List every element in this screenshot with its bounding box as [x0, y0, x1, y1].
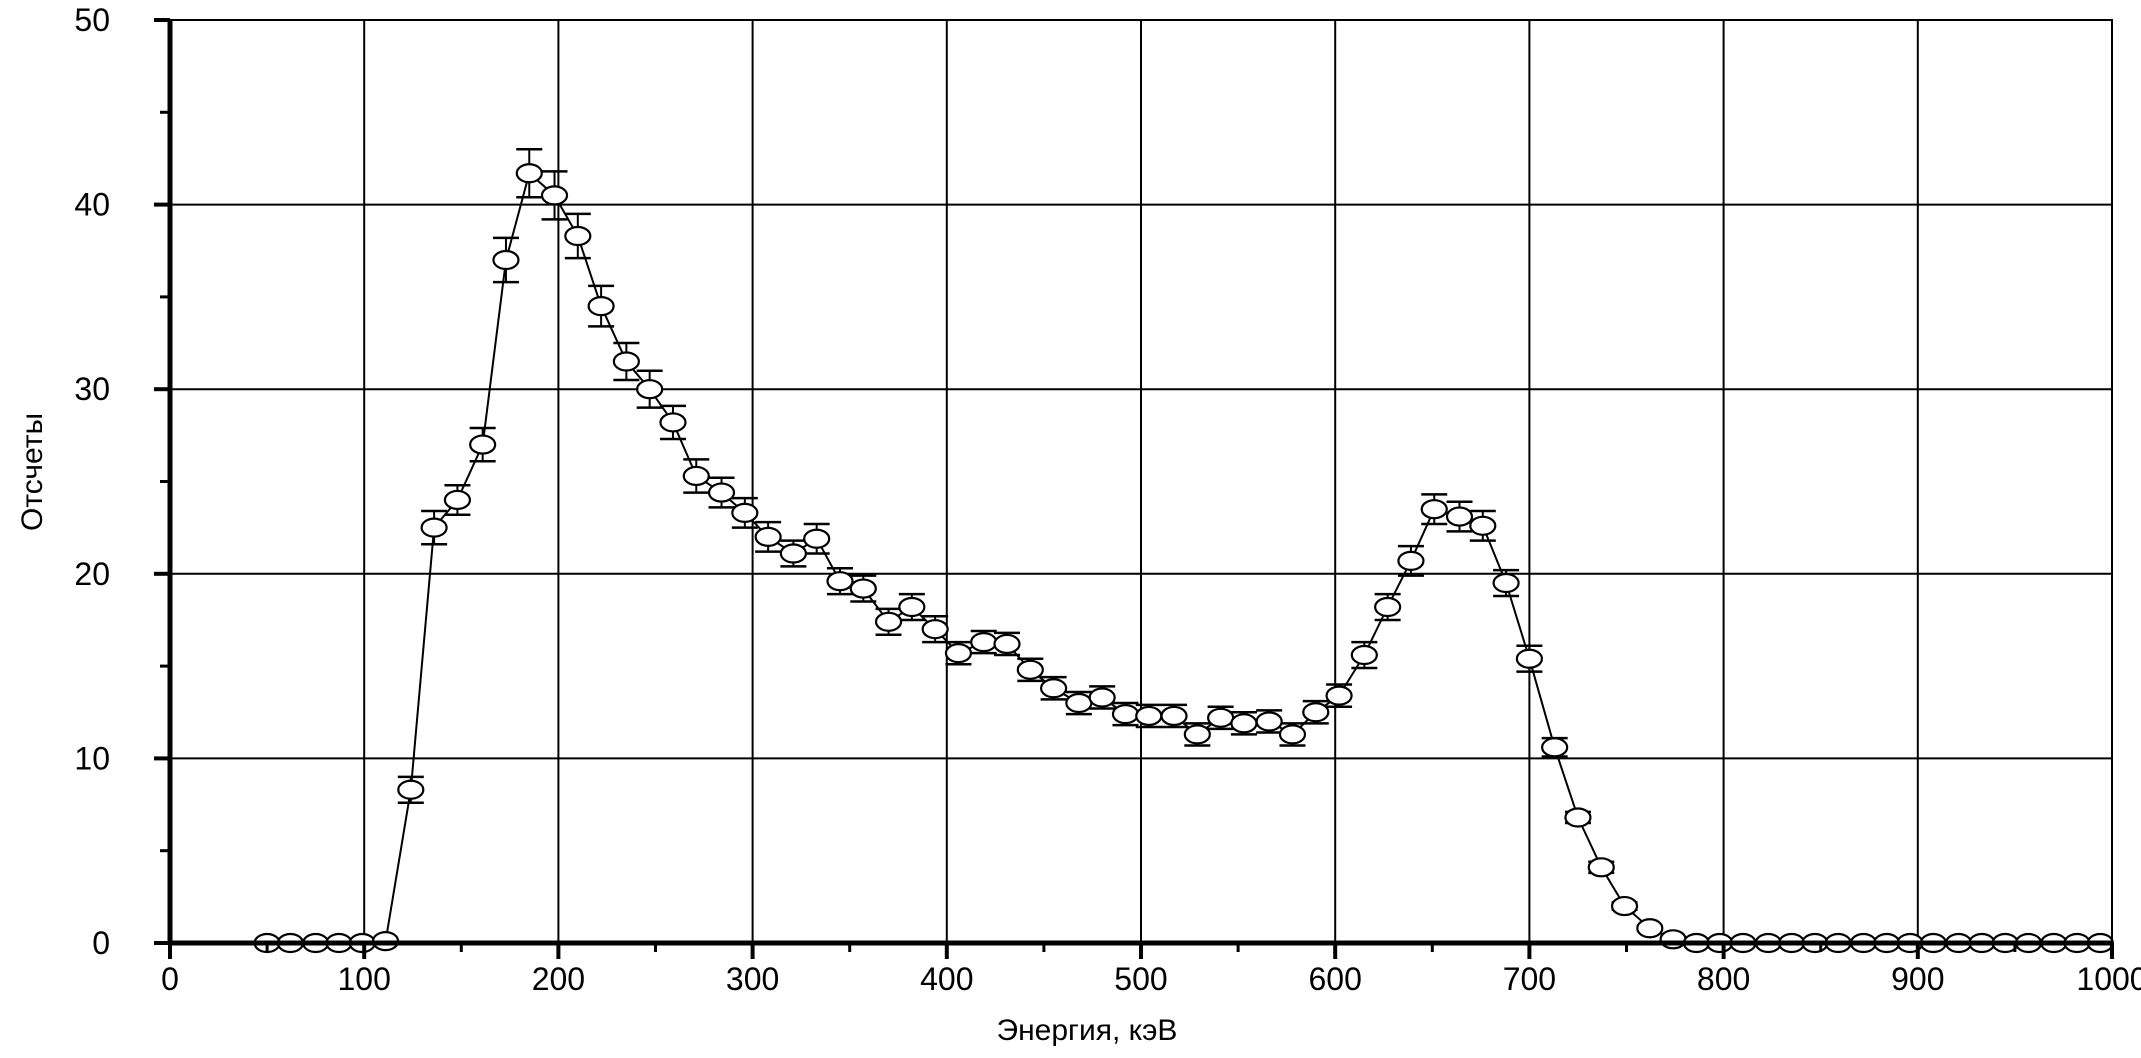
data-point	[849, 578, 877, 599]
data-point	[1088, 687, 1116, 708]
x-tick-label: 600	[1309, 961, 1362, 997]
data-point	[564, 225, 592, 247]
data-point	[1564, 807, 1592, 828]
data-point	[515, 163, 543, 184]
y-tick-label: 40	[74, 187, 110, 223]
data-point	[779, 543, 807, 564]
data-point	[1230, 713, 1258, 734]
y-tick-label: 20	[74, 556, 110, 592]
data-point	[944, 643, 973, 664]
y-tick-label: 30	[74, 371, 110, 407]
x-tick-label: 800	[1697, 961, 1750, 997]
x-tick-label: 500	[1114, 961, 1167, 997]
data-point	[874, 611, 903, 632]
x-tick-label: 1000	[2076, 961, 2141, 997]
x-axis-title: Энергия, кэВ	[997, 1014, 1178, 1047]
x-tick-label: 0	[161, 961, 179, 997]
data-point	[1207, 707, 1235, 728]
data-point	[993, 633, 1021, 655]
data-point	[636, 379, 664, 400]
data-point	[1492, 572, 1520, 594]
data-point	[707, 482, 736, 503]
data-point	[1445, 506, 1474, 527]
data-point	[1610, 895, 1639, 917]
x-tick-label: 400	[920, 961, 973, 997]
y-tick-label: 10	[74, 740, 110, 776]
data-point	[898, 596, 926, 618]
data-point	[1420, 499, 1448, 520]
x-tick-label: 700	[1503, 961, 1556, 997]
data-point	[921, 619, 949, 640]
data-point	[682, 465, 710, 487]
data-point	[1065, 692, 1093, 714]
data-point	[1160, 705, 1188, 727]
data-series	[253, 147, 2114, 954]
data-point	[1541, 737, 1569, 758]
data-point	[1255, 711, 1283, 732]
y-tick-label: 50	[74, 2, 110, 38]
data-point	[1659, 929, 1687, 950]
x-tick-label: 200	[532, 961, 585, 997]
data-point	[397, 779, 425, 800]
data-point	[1636, 918, 1664, 939]
data-point	[970, 632, 998, 653]
x-tick-label: 300	[726, 961, 779, 997]
x-tick-label: 100	[338, 961, 391, 997]
series-line	[267, 171, 2101, 944]
data-point	[1111, 703, 1140, 725]
data-point	[1135, 705, 1163, 727]
data-point	[492, 249, 520, 271]
data-point	[826, 571, 854, 592]
grid	[169, 19, 2113, 944]
data-point	[540, 185, 569, 206]
data-point	[1278, 724, 1307, 745]
data-point	[1397, 550, 1425, 571]
data-point	[754, 526, 782, 547]
data-point	[659, 412, 687, 433]
data-point	[1350, 644, 1378, 666]
axes: 0 100 200 300 400 500 600 700 800 900 1000 0 10 20 30 4…	[74, 2, 2141, 997]
data-point	[731, 502, 759, 523]
data-point	[1515, 648, 1544, 669]
data-point	[1016, 659, 1044, 680]
data-point	[1587, 857, 1615, 878]
data-point	[587, 296, 615, 317]
data-point	[1183, 724, 1211, 745]
data-point	[420, 517, 448, 538]
data-point	[1469, 515, 1497, 536]
data-point	[443, 489, 472, 511]
x-tick-label: 900	[1891, 961, 1944, 997]
y-axis-title: Отсчеты	[16, 413, 49, 531]
data-point	[1040, 678, 1068, 699]
data-point	[469, 434, 497, 455]
data-point	[1374, 596, 1402, 618]
data-point	[1302, 702, 1330, 723]
y-tick-label: 0	[92, 925, 110, 961]
data-point	[1325, 685, 1353, 706]
data-point	[612, 351, 640, 372]
data-point	[803, 528, 831, 549]
